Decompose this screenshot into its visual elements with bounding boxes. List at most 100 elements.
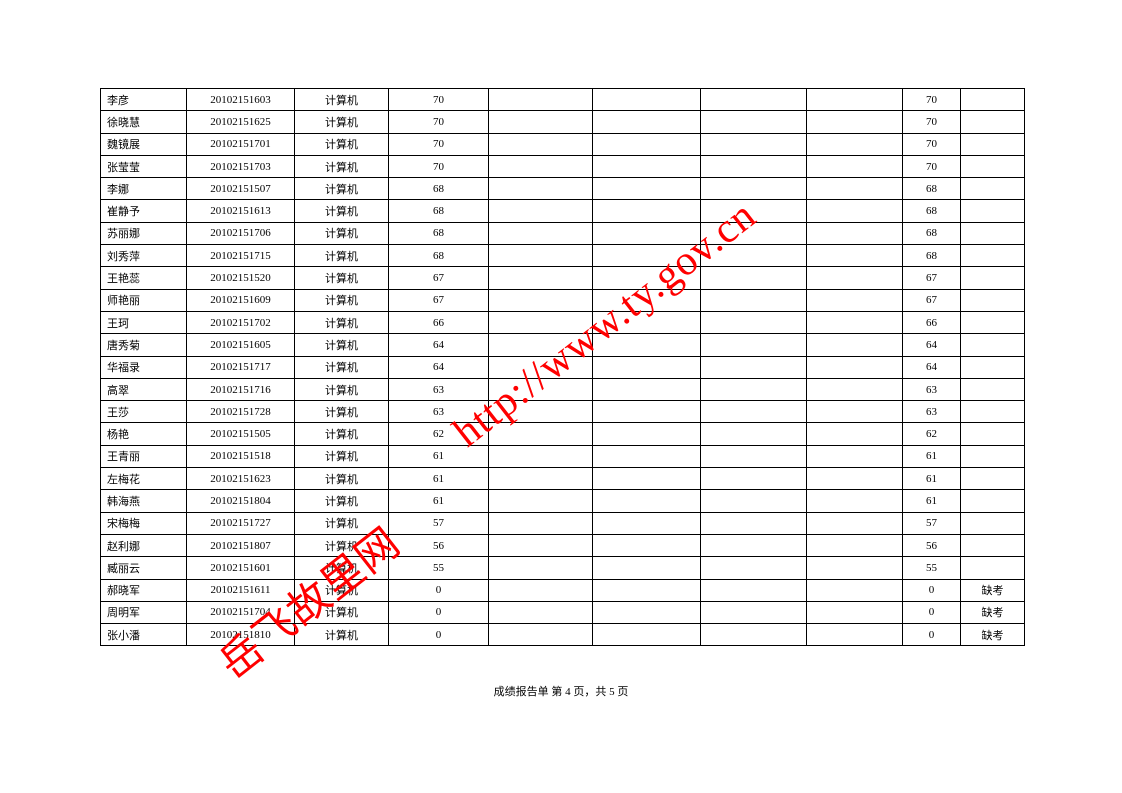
table-cell: 62: [389, 423, 489, 445]
table-cell: [489, 267, 593, 289]
table-cell: [701, 245, 807, 267]
table-cell: [489, 423, 593, 445]
table-cell: 68: [903, 178, 961, 200]
table-cell: [961, 89, 1025, 111]
table-cell: [807, 378, 903, 400]
table-cell: [701, 512, 807, 534]
table-cell: [489, 155, 593, 177]
table-cell: 计算机: [295, 557, 389, 579]
table-cell: 55: [903, 557, 961, 579]
table-cell: [489, 289, 593, 311]
table-cell: [961, 155, 1025, 177]
table-cell: [593, 133, 701, 155]
table-cell: [701, 401, 807, 423]
table-cell: 20102151706: [187, 222, 295, 244]
table-cell: 计算机: [295, 579, 389, 601]
table-row: 宋梅梅20102151727计算机5757: [101, 512, 1025, 534]
table-cell: 55: [389, 557, 489, 579]
table-cell: [807, 133, 903, 155]
table-cell: [701, 490, 807, 512]
table-cell: 计算机: [295, 334, 389, 356]
table-row: 王莎20102151728计算机6363: [101, 401, 1025, 423]
table-row: 徐晓慧20102151625计算机7070: [101, 111, 1025, 133]
table-cell: [807, 200, 903, 222]
table-cell: 70: [389, 133, 489, 155]
table-cell: [701, 378, 807, 400]
table-cell: [807, 311, 903, 333]
table-cell: [593, 334, 701, 356]
table-cell: [593, 311, 701, 333]
table-cell: [961, 512, 1025, 534]
table-cell: 高翠: [101, 378, 187, 400]
table-cell: 张莹莹: [101, 155, 187, 177]
table-cell: [961, 200, 1025, 222]
table-cell: 宋梅梅: [101, 512, 187, 534]
table-cell: [701, 267, 807, 289]
table-row: 魏镜展20102151701计算机7070: [101, 133, 1025, 155]
table-cell: [701, 222, 807, 244]
table-row: 华福录20102151717计算机6464: [101, 356, 1025, 378]
table-cell: 61: [389, 445, 489, 467]
table-cell: 20102151605: [187, 334, 295, 356]
table-cell: 61: [389, 468, 489, 490]
table-cell: [961, 267, 1025, 289]
table-row: 左梅花20102151623计算机6161: [101, 468, 1025, 490]
table-cell: 67: [903, 267, 961, 289]
table-cell: 张小潘: [101, 624, 187, 646]
table-cell: [961, 133, 1025, 155]
table-cell: [807, 534, 903, 556]
table-row: 唐秀菊20102151605计算机6464: [101, 334, 1025, 356]
table-cell: 计算机: [295, 468, 389, 490]
table-cell: 计算机: [295, 378, 389, 400]
table-cell: 20102151728: [187, 401, 295, 423]
table-cell: 臧丽云: [101, 557, 187, 579]
table-cell: [701, 356, 807, 378]
table-cell: 0: [389, 579, 489, 601]
table-cell: 计算机: [295, 155, 389, 177]
table-cell: 缺考: [961, 601, 1025, 623]
table-cell: 计算机: [295, 89, 389, 111]
score-table: 李彦20102151603计算机7070徐晓慧20102151625计算机707…: [100, 88, 1025, 646]
table-cell: 20102151520: [187, 267, 295, 289]
table-cell: [701, 155, 807, 177]
table-cell: 68: [389, 245, 489, 267]
table-cell: [961, 401, 1025, 423]
table-cell: [807, 222, 903, 244]
table-cell: 0: [389, 601, 489, 623]
table-cell: [489, 245, 593, 267]
table-cell: 64: [903, 356, 961, 378]
table-cell: 王珂: [101, 311, 187, 333]
table-cell: [593, 512, 701, 534]
table-cell: [593, 200, 701, 222]
table-cell: 63: [389, 378, 489, 400]
table-cell: 魏镜展: [101, 133, 187, 155]
table-cell: 56: [389, 534, 489, 556]
table-cell: 61: [903, 490, 961, 512]
table-cell: [593, 267, 701, 289]
table-cell: [961, 534, 1025, 556]
table-cell: 70: [903, 155, 961, 177]
table-cell: 缺考: [961, 624, 1025, 646]
table-cell: 70: [903, 89, 961, 111]
table-cell: [489, 601, 593, 623]
table-row: 王艳蕊20102151520计算机6767: [101, 267, 1025, 289]
table-cell: 赵利娜: [101, 534, 187, 556]
table-cell: 20102151810: [187, 624, 295, 646]
table-cell: 计算机: [295, 423, 389, 445]
table-cell: 20102151623: [187, 468, 295, 490]
table-row: 郝晓军20102151611计算机00缺考: [101, 579, 1025, 601]
table-cell: 20102151507: [187, 178, 295, 200]
table-cell: [807, 557, 903, 579]
table-cell: [489, 222, 593, 244]
table-cell: 唐秀菊: [101, 334, 187, 356]
table-cell: [701, 111, 807, 133]
table-cell: 20102151603: [187, 89, 295, 111]
table-cell: 61: [389, 490, 489, 512]
table-cell: 68: [389, 200, 489, 222]
table-cell: 韩海燕: [101, 490, 187, 512]
table-cell: 20102151703: [187, 155, 295, 177]
table-row: 苏丽娜20102151706计算机6868: [101, 222, 1025, 244]
table-cell: [489, 534, 593, 556]
table-cell: 66: [903, 311, 961, 333]
table-cell: [593, 155, 701, 177]
